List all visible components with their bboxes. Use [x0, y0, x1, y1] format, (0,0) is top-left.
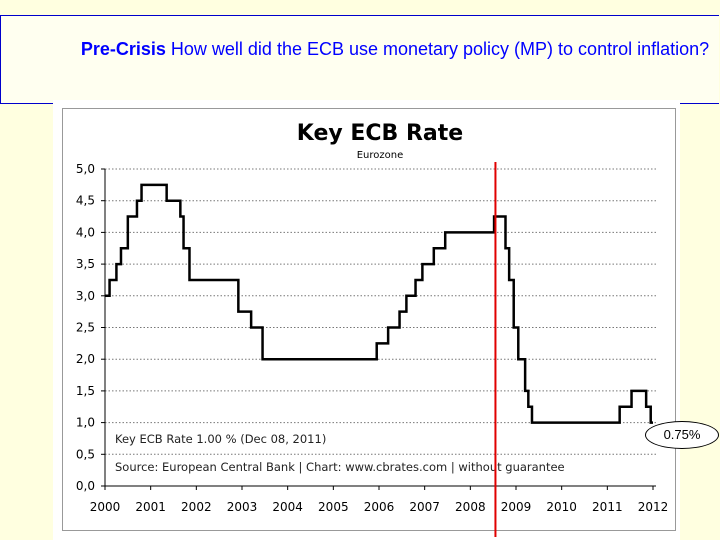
y-tick-label: 2,5: [76, 321, 95, 335]
y-tick-label: 4,0: [76, 225, 95, 239]
y-tick-label: 3,5: [76, 257, 95, 271]
y-tick-label: 0,0: [76, 479, 95, 493]
title-rest: How well did the ECB use monetary policy…: [165, 39, 710, 59]
x-tick-label: 2007: [409, 500, 440, 514]
y-tick-label: 4,5: [76, 194, 95, 208]
chart-note: Key ECB Rate 1.00 % (Dec 08, 2011): [115, 432, 326, 446]
chart-source: Source: European Central Bank | Chart: w…: [115, 460, 565, 474]
x-tick-label: 2011: [592, 500, 623, 514]
chart-title: Key ECB Rate: [297, 121, 463, 146]
x-tick-label: 2006: [364, 500, 395, 514]
slide-title: Pre-Crisis How well did the ECB use mone…: [70, 37, 720, 62]
x-tick-label: 2005: [318, 500, 349, 514]
x-tick-label: 2009: [501, 500, 532, 514]
x-tick-label: 2008: [455, 500, 486, 514]
callout-bubble: 0.75%: [645, 421, 719, 449]
x-tick-label: 2004: [272, 500, 303, 514]
chart-image: [53, 100, 680, 540]
chart-subtitle: Eurozone: [357, 150, 404, 161]
y-tick-label: 5,0: [76, 162, 95, 176]
x-tick-label: 2000: [90, 500, 121, 514]
y-tick-label: 1,5: [76, 384, 95, 398]
x-tick-label: 2001: [135, 500, 166, 514]
y-tick-label: 1,0: [76, 416, 95, 430]
title-box: [0, 15, 719, 104]
x-tick-label: 2010: [546, 500, 577, 514]
x-tick-label: 2003: [227, 500, 258, 514]
y-tick-label: 3,0: [76, 289, 95, 303]
chart-frame: [62, 108, 676, 531]
x-tick-label: 2002: [181, 500, 212, 514]
y-tick-label: 0,5: [76, 447, 95, 461]
title-bold: Pre-Crisis: [80, 39, 166, 59]
x-tick-label: 2012: [638, 500, 669, 514]
y-tick-label: 2,0: [76, 352, 95, 366]
series-line-key-ecb-rate: [105, 183, 653, 424]
